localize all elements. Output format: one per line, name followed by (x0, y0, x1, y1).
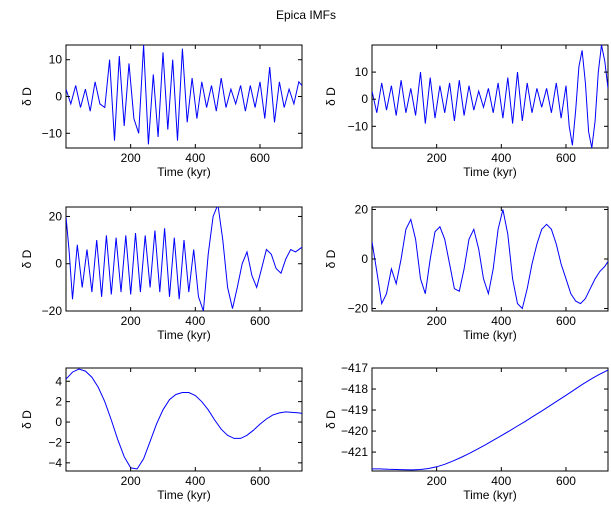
y-axis-label: δ D (20, 87, 34, 106)
y-tick-label: −10 (42, 126, 63, 140)
x-axis-label: Time (kyr) (463, 165, 517, 179)
plot-area (371, 367, 609, 472)
series-line-1 (372, 209, 608, 310)
plot-area (65, 367, 303, 472)
x-tick-label: 600 (250, 474, 270, 488)
x-tick-label: 400 (491, 314, 511, 328)
series-line-1 (372, 45, 608, 148)
y-tick-label: −418 (341, 382, 368, 396)
chart-panel-6: 200 400 600 −421 −420 −419 −418 −417 Time (kyr) δ… (324, 361, 609, 502)
x-axis-label: Time (kyr) (157, 165, 211, 179)
y-tick-label: 0 (55, 415, 62, 429)
x-tick-label: 400 (185, 474, 205, 488)
y-tick-label: 4 (55, 374, 62, 388)
y-tick-label: 0 (55, 257, 62, 271)
series-line-1 (66, 368, 302, 470)
y-tick-label: −419 (341, 403, 368, 417)
x-axis-label: Time (kyr) (157, 328, 211, 342)
y-tick-label: 0 (361, 92, 368, 106)
y-tick-label: −420 (341, 424, 368, 438)
series-line-1 (66, 207, 302, 311)
y-tick-label: 20 (49, 209, 63, 223)
y-tick-label: 0 (55, 90, 62, 104)
x-tick-label: 400 (185, 151, 205, 165)
y-tick-label: −20 (42, 304, 63, 318)
y-tick-label: −421 (341, 445, 368, 459)
x-axis-label: Time (kyr) (157, 488, 211, 502)
y-tick-label: −4 (48, 456, 62, 470)
x-tick-label: 200 (121, 314, 141, 328)
y-axis-label: δ D (20, 410, 34, 429)
y-tick-label: −2 (48, 435, 62, 449)
chart-panel-1: 200 400 600 −10 0 10 Time (kyr) δ D (20, 44, 303, 179)
x-tick-label: 400 (491, 151, 511, 165)
x-tick-label: 200 (427, 474, 447, 488)
x-tick-label: 600 (556, 151, 576, 165)
x-axis-label: Time (kyr) (463, 328, 517, 342)
y-tick-label: −20 (348, 302, 369, 316)
plot-area (371, 206, 609, 312)
y-tick-label: 0 (361, 252, 368, 266)
chart-panel-2: 200 400 600 −10 0 10 Time (kyr) δ D (324, 44, 609, 179)
y-tick-label: 10 (49, 53, 63, 67)
x-axis-label: Time (kyr) (463, 488, 517, 502)
x-tick-label: 400 (185, 314, 205, 328)
x-tick-label: 600 (556, 314, 576, 328)
y-tick-label: −10 (348, 119, 369, 133)
y-tick-label: 10 (355, 65, 369, 79)
y-tick-label: 2 (55, 395, 62, 409)
y-axis-label: δ D (324, 410, 338, 429)
x-tick-label: 200 (121, 151, 141, 165)
chart-panel-5: 200 400 600 −4 −2 0 2 4 Time (kyr) δ D (20, 367, 303, 502)
y-axis-label: δ D (20, 249, 34, 268)
chart-panel-4: 200 400 600 −20 0 20 Time (kyr) δ D (324, 202, 609, 342)
chart-panel-3: 200 400 600 −20 0 20 Time (kyr) δ D (20, 206, 303, 342)
series-line-1 (372, 369, 608, 471)
y-tick-label: 20 (355, 202, 369, 216)
y-axis-label: δ D (324, 249, 338, 268)
x-tick-label: 600 (556, 474, 576, 488)
x-tick-label: 600 (250, 151, 270, 165)
plot-area (65, 206, 303, 312)
y-axis-label: δ D (324, 87, 338, 106)
x-tick-label: 200 (427, 151, 447, 165)
x-tick-label: 200 (427, 314, 447, 328)
series-line-1 (66, 45, 302, 145)
figure-title: Epica IMFs (276, 8, 336, 22)
y-tick-label: −417 (341, 361, 368, 375)
x-tick-label: 200 (121, 474, 141, 488)
x-tick-label: 400 (491, 474, 511, 488)
plot-area (65, 44, 303, 149)
x-tick-label: 600 (250, 314, 270, 328)
